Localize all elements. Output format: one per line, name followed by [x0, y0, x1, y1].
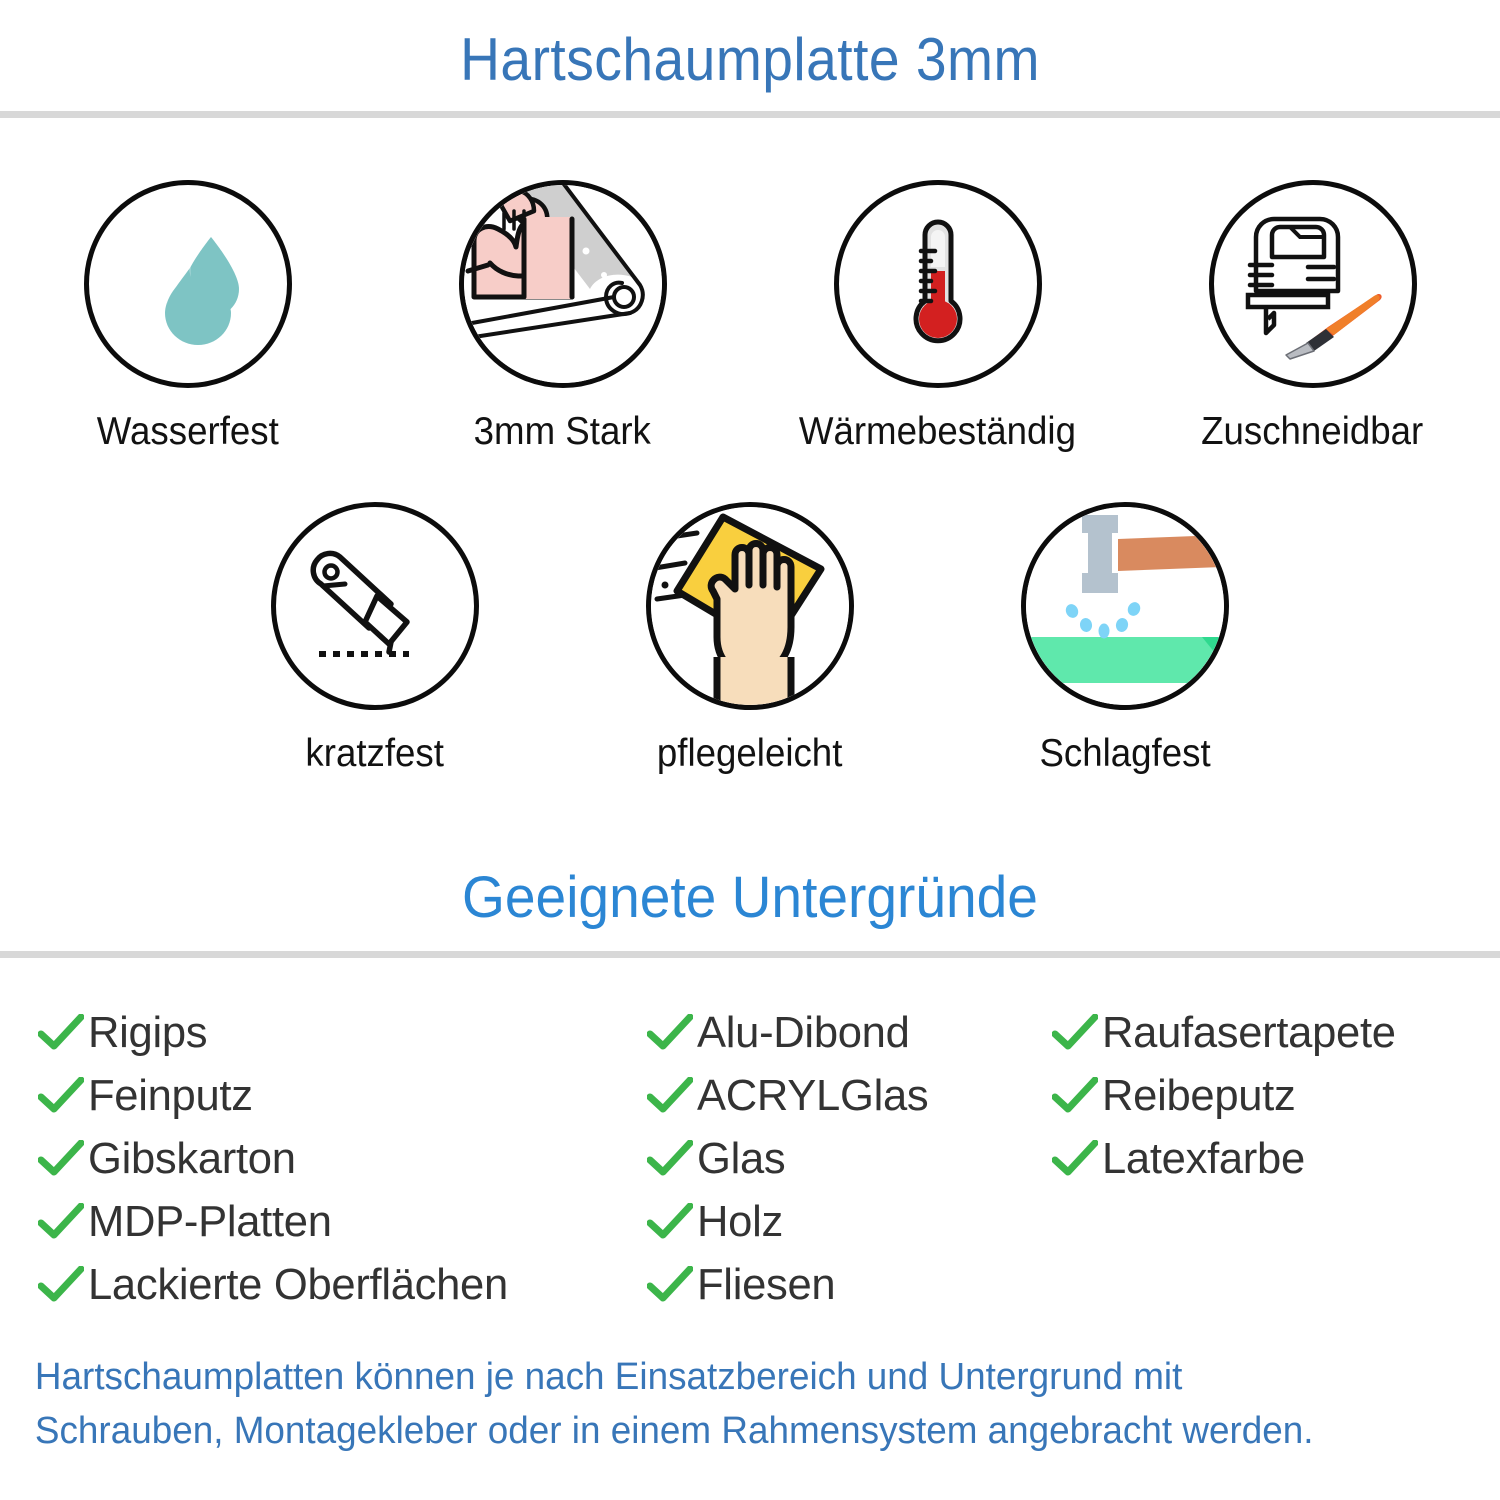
list-item-label: Fliesen [696, 1260, 836, 1310]
check-icon [1048, 1074, 1102, 1118]
list-item: Alu-Dibond [643, 1002, 1048, 1065]
list-item-label: Raufasertapete [1101, 1008, 1396, 1058]
list-item-label: Holz [696, 1197, 783, 1247]
list-item: Holz [643, 1191, 1048, 1254]
jigsaw-knife-icon [1208, 180, 1417, 388]
feature-pflegeleicht[interactable]: pflegeleicht [563, 502, 938, 776]
feature-wasserfest[interactable]: Wasserfest [0, 180, 375, 454]
check-icon [34, 1011, 88, 1055]
substrates-heading: Geeignete Untergründe [462, 865, 1038, 930]
check-icon [34, 1074, 88, 1118]
list-item-label: ACRYLGlas [696, 1071, 929, 1121]
list-item: Glas [643, 1128, 1048, 1191]
list-item-label: Glas [696, 1134, 786, 1184]
list-item: Feinputz [34, 1065, 643, 1128]
feature-icons-section: Wasserfest [0, 118, 1500, 776]
list-item: Lackierte Oberflächen [34, 1254, 643, 1317]
check-icon [643, 1263, 697, 1307]
page-title: Hartschaumplatte 3mm [460, 26, 1040, 93]
feature-row-2: kratzfest [0, 502, 1500, 776]
list-item: ACRYLGlas [643, 1065, 1048, 1128]
list-item-label: Latexfarbe [1101, 1134, 1305, 1184]
divider-middle [0, 950, 1500, 958]
feature-waermebestaendig[interactable]: Wärmebeständig [750, 180, 1125, 454]
footer-line-1: Hartschaumplatten können je nach Einsatz… [34, 1355, 1183, 1398]
substrates-column-3: Raufasertapete Reibeputz Latexfarbe [1048, 1002, 1470, 1317]
list-item-label: Rigips [88, 1008, 208, 1058]
check-icon [34, 1200, 88, 1244]
list-item-label: Feinputz [88, 1071, 253, 1121]
substrates-column-2: Alu-Dibond ACRYLGlas Glas Holz Fliesen [643, 1002, 1048, 1317]
check-icon [643, 1137, 697, 1181]
feature-label: Schlagfest [1039, 732, 1211, 775]
flexed-bicep-icon [458, 180, 667, 388]
list-item: Fliesen [643, 1254, 1048, 1317]
list-item-label: Alu-Dibond [696, 1008, 910, 1058]
check-icon [1048, 1011, 1102, 1055]
hand-cloth-icon [646, 502, 854, 710]
list-item: Rigips [34, 1002, 643, 1065]
footer-line-2: Schrauben, Montagekleber oder in einem R… [34, 1409, 1314, 1452]
check-icon [643, 1200, 697, 1244]
check-icon [34, 1137, 88, 1181]
check-icon [643, 1074, 697, 1118]
list-item: Reibeputz [1048, 1065, 1470, 1128]
list-item: Latexfarbe [1048, 1128, 1470, 1191]
feature-label: kratzfest [305, 732, 445, 775]
footer-note: Hartschaumplatten können je nach Einsatz… [0, 1317, 1455, 1459]
list-item: Raufasertapete [1048, 1002, 1470, 1065]
feature-label: Wasserfest [96, 410, 279, 453]
feature-kratzfest[interactable]: kratzfest [188, 502, 563, 776]
list-item: MDP-Platten [34, 1191, 643, 1254]
feature-label: Wärmebeständig [798, 410, 1077, 453]
check-icon [1048, 1137, 1102, 1181]
check-icon [34, 1263, 88, 1307]
substrates-list: Rigips Feinputz Gibskarton MDP-Platten L… [0, 958, 1500, 1317]
hammer-impact-icon [1021, 502, 1229, 710]
feature-label: Zuschneidbar [1201, 410, 1424, 453]
check-icon [643, 1011, 697, 1055]
feature-3mm-stark[interactable]: 3mm Stark [375, 180, 750, 454]
list-item-label: Reibeputz [1101, 1071, 1296, 1121]
divider-top [0, 111, 1500, 118]
feature-zuschneidbar[interactable]: Zuschneidbar [1125, 180, 1500, 454]
water-drops-icon [83, 180, 292, 388]
list-item-label: MDP-Platten [88, 1197, 332, 1247]
substrates-column-1: Rigips Feinputz Gibskarton MDP-Platten L… [34, 1002, 643, 1317]
feature-label: pflegeleicht [657, 732, 843, 775]
header-band: Hartschaumplatte 3mm [0, 0, 1500, 91]
thermometer-icon [833, 180, 1042, 388]
substrates-heading-band: Geeignete Untergründe [0, 776, 1500, 929]
feature-row-1: Wasserfest [0, 180, 1500, 454]
cutter-scratch-icon [271, 502, 479, 710]
list-item: Gibskarton [34, 1128, 643, 1191]
feature-label: 3mm Stark [473, 410, 652, 453]
list-item-label: Lackierte Oberflächen [88, 1260, 508, 1310]
feature-schlagfest[interactable]: Schlagfest [938, 502, 1313, 776]
list-item-label: Gibskarton [88, 1134, 296, 1184]
